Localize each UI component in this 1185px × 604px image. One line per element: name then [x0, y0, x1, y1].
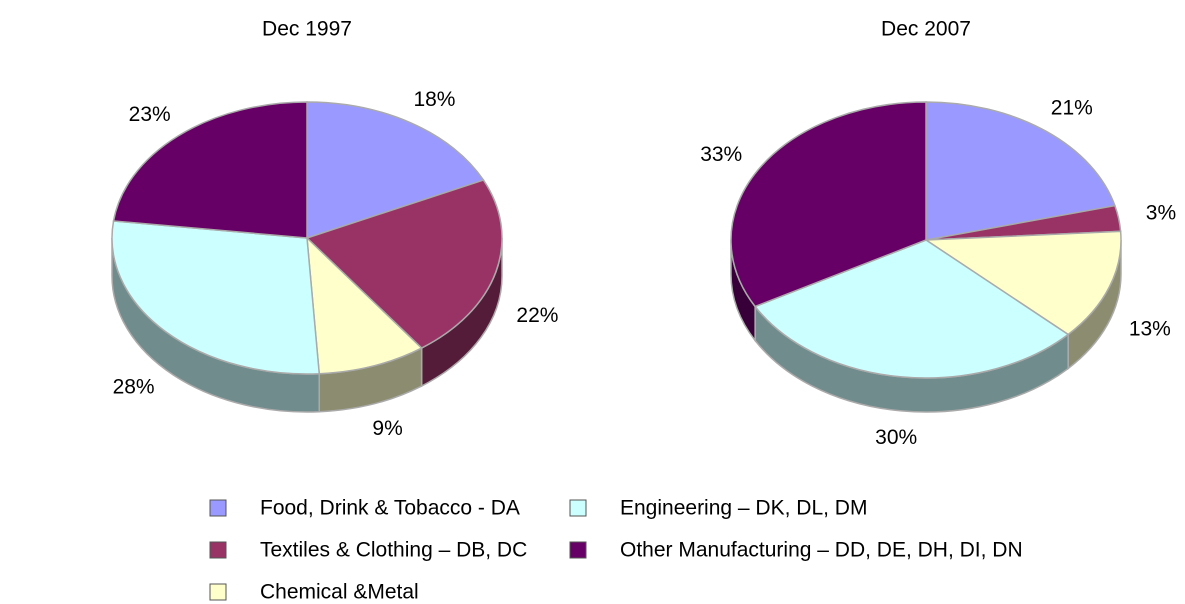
- data-label: 30%: [875, 426, 917, 449]
- legend-swatch: [209, 583, 227, 601]
- chart-title: Dec 2007: [881, 18, 971, 41]
- pie-slice: [925, 101, 1116, 241]
- legend-label: Other Manufacturing – DD, DE, DH, DI, DN: [620, 539, 1023, 562]
- data-label: 13%: [1129, 318, 1171, 341]
- legend-swatch: [569, 499, 587, 517]
- chart-title: Dec 1997: [262, 18, 352, 41]
- legend-swatch: [209, 499, 227, 517]
- data-label: 23%: [129, 103, 171, 126]
- data-label: 18%: [413, 88, 455, 111]
- legend-label: Textiles & Clothing – DB, DC: [260, 539, 527, 562]
- pie-slice: [305, 179, 503, 349]
- legend-label: Food, Drink & Tobacco - DA: [260, 497, 520, 520]
- pie-slice: [111, 220, 321, 375]
- data-label: 28%: [113, 375, 155, 398]
- pie-slice: [306, 236, 423, 375]
- pie-slice: [306, 101, 485, 240]
- data-label: 22%: [516, 304, 558, 327]
- legend-label: Chemical &Metal: [260, 581, 419, 604]
- data-label: 9%: [372, 417, 402, 440]
- pie-slice: [112, 101, 308, 239]
- data-label: 21%: [1051, 97, 1093, 120]
- legend-label: Engineering – DK, DL, DM: [620, 497, 867, 520]
- pie-slice: [753, 239, 1070, 379]
- data-label: 33%: [700, 143, 742, 166]
- legend-swatch: [569, 541, 587, 559]
- pie-slice: [923, 230, 1122, 336]
- data-label: 3%: [1146, 202, 1176, 225]
- pie-slice: [730, 101, 927, 308]
- legend-swatch: [209, 541, 227, 559]
